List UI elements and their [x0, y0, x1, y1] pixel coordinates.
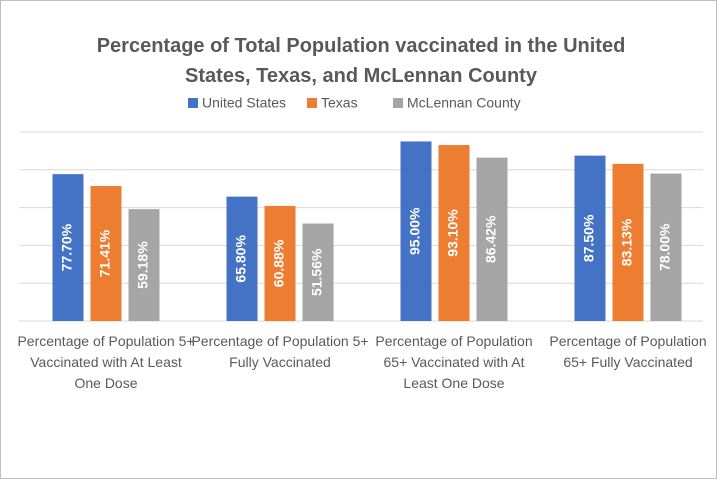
- chart-title: Percentage of Total Population vaccinate…: [96, 35, 626, 87]
- bar: [400, 141, 432, 321]
- value-label: 83.13%: [619, 218, 635, 266]
- bar: [650, 173, 682, 321]
- value-label: 59.18%: [135, 241, 151, 289]
- bar: [302, 223, 334, 321]
- legend-swatch: [393, 98, 403, 108]
- bar: [612, 163, 644, 321]
- x-tick-label: Percentage of Population 65+ Fully Vacci…: [549, 333, 707, 370]
- legend-swatch: [188, 98, 198, 108]
- value-label: 77.70%: [59, 223, 75, 271]
- legend-label: McLennan County: [407, 95, 521, 111]
- value-label: 93.10%: [445, 209, 461, 257]
- value-label: 86.42%: [483, 215, 499, 263]
- value-label: 51.56%: [309, 248, 325, 296]
- x-tick-label: Percentage of Population 65+ Vaccinated …: [375, 333, 533, 391]
- value-label: 60.88%: [271, 239, 287, 287]
- bar: [128, 209, 160, 321]
- legend-label: United States: [202, 95, 286, 111]
- value-label: 78.00%: [657, 223, 673, 271]
- value-label: 71.41%: [97, 229, 113, 277]
- x-tick-label: Percentage of Population 5+ Fully Vaccin…: [191, 333, 369, 370]
- x-tick-label: Percentage of Population 5+ Vaccinated w…: [17, 333, 195, 391]
- bar: [574, 155, 606, 321]
- bar: [90, 186, 122, 321]
- legend-swatch: [307, 98, 317, 108]
- bar: [264, 205, 296, 321]
- bar: [52, 174, 84, 321]
- bar: [438, 145, 470, 321]
- value-label: 95.00%: [407, 207, 423, 255]
- value-label: 65.80%: [233, 235, 249, 283]
- bar: [476, 157, 508, 321]
- bar: [226, 196, 258, 321]
- value-label: 87.50%: [581, 214, 597, 262]
- legend-label: Texas: [321, 95, 358, 111]
